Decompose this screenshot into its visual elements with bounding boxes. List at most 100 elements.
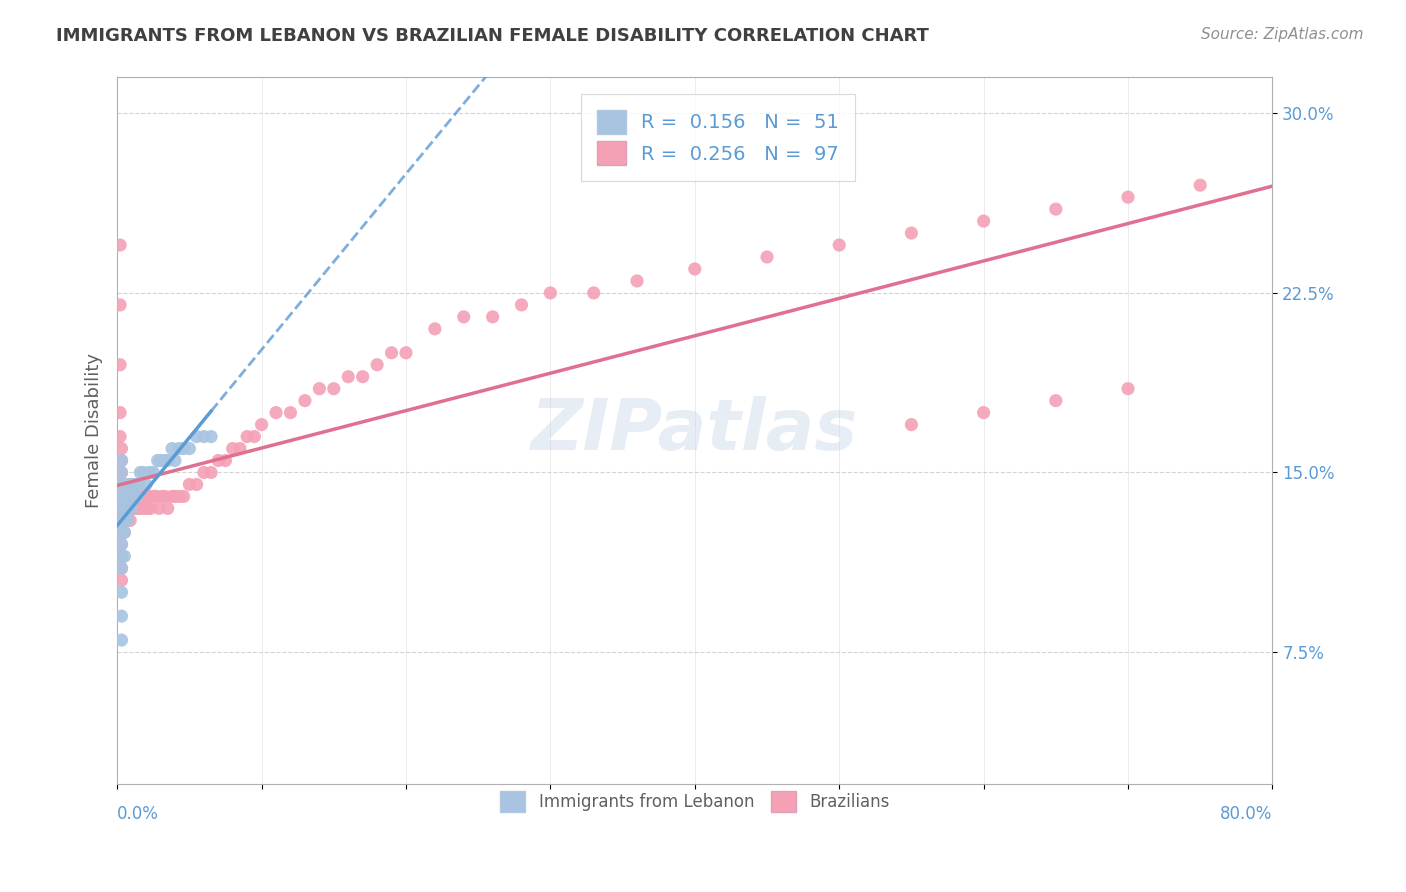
Point (127, 490, 149, 504)
Point (110, 442, 132, 456)
Point (110, 525, 132, 540)
Point (510, 298, 533, 312)
Point (264, 406, 287, 420)
Point (973, 406, 995, 420)
Point (366, 358, 388, 372)
Point (139, 501, 162, 516)
Point (111, 490, 134, 504)
Point (115, 513, 138, 527)
Point (112, 501, 135, 516)
Point (112, 549, 135, 564)
Point (229, 442, 252, 456)
Point (120, 513, 142, 527)
Point (756, 250, 779, 264)
Point (128, 501, 150, 516)
Point (118, 477, 141, 491)
Point (124, 490, 146, 504)
Point (108, 238, 131, 252)
Point (112, 513, 135, 527)
Point (582, 285, 605, 300)
Y-axis label: Female Disability: Female Disability (86, 353, 103, 508)
Text: 0.0%: 0.0% (117, 805, 159, 823)
Point (236, 429, 259, 443)
Point (169, 442, 191, 456)
Point (132, 490, 155, 504)
Text: IMMIGRANTS FROM LEBANON VS BRAZILIAN FEMALE DISABILITY CORRELATION CHART: IMMIGRANTS FROM LEBANON VS BRAZILIAN FEM… (56, 27, 929, 45)
Point (108, 358, 131, 372)
Point (117, 513, 139, 527)
Point (138, 490, 160, 504)
Point (973, 214, 995, 228)
Point (163, 490, 186, 504)
Point (115, 501, 138, 516)
Point (110, 609, 132, 624)
Point (1116, 382, 1139, 396)
Point (111, 490, 134, 504)
Legend: Immigrants from Lebanon, Brazilians: Immigrants from Lebanon, Brazilians (486, 778, 903, 825)
Point (110, 537, 132, 551)
Point (110, 549, 132, 564)
Point (142, 490, 165, 504)
Point (117, 501, 139, 516)
Point (626, 274, 648, 288)
Point (200, 429, 222, 443)
Point (173, 490, 195, 504)
Point (118, 501, 141, 516)
Point (179, 442, 201, 456)
Point (117, 501, 139, 516)
Point (110, 585, 132, 599)
Point (115, 501, 138, 516)
Point (110, 466, 132, 480)
Point (110, 501, 132, 516)
Point (110, 490, 132, 504)
Point (125, 501, 148, 516)
Point (352, 369, 374, 384)
Point (128, 477, 150, 491)
Point (111, 477, 134, 491)
Point (683, 262, 706, 277)
Point (1189, 178, 1212, 193)
Point (138, 466, 160, 480)
Point (110, 561, 132, 575)
Point (337, 369, 360, 384)
Point (110, 477, 132, 491)
Point (214, 453, 236, 467)
Point (308, 382, 330, 396)
Point (1116, 190, 1139, 204)
Point (112, 525, 135, 540)
Point (115, 490, 138, 504)
Point (186, 477, 208, 491)
Point (150, 490, 173, 504)
Point (250, 417, 273, 432)
Point (173, 442, 195, 456)
Point (110, 477, 132, 491)
Point (1045, 202, 1067, 216)
Point (132, 466, 155, 480)
Point (1045, 393, 1067, 408)
Point (121, 501, 143, 516)
Point (112, 490, 135, 504)
Point (243, 429, 266, 443)
Point (111, 513, 134, 527)
Point (380, 345, 402, 359)
Point (112, 525, 135, 540)
Point (222, 442, 245, 456)
Point (136, 501, 159, 516)
Point (112, 477, 135, 491)
Point (111, 501, 134, 516)
Point (129, 490, 152, 504)
Point (322, 382, 344, 396)
Point (117, 513, 139, 527)
Point (120, 490, 142, 504)
Point (453, 310, 475, 324)
Point (122, 490, 145, 504)
Point (110, 513, 132, 527)
Point (118, 490, 141, 504)
Point (200, 466, 222, 480)
Point (135, 490, 157, 504)
Point (131, 501, 153, 516)
Point (142, 466, 165, 480)
Point (294, 393, 316, 408)
Point (110, 537, 132, 551)
Point (186, 429, 208, 443)
